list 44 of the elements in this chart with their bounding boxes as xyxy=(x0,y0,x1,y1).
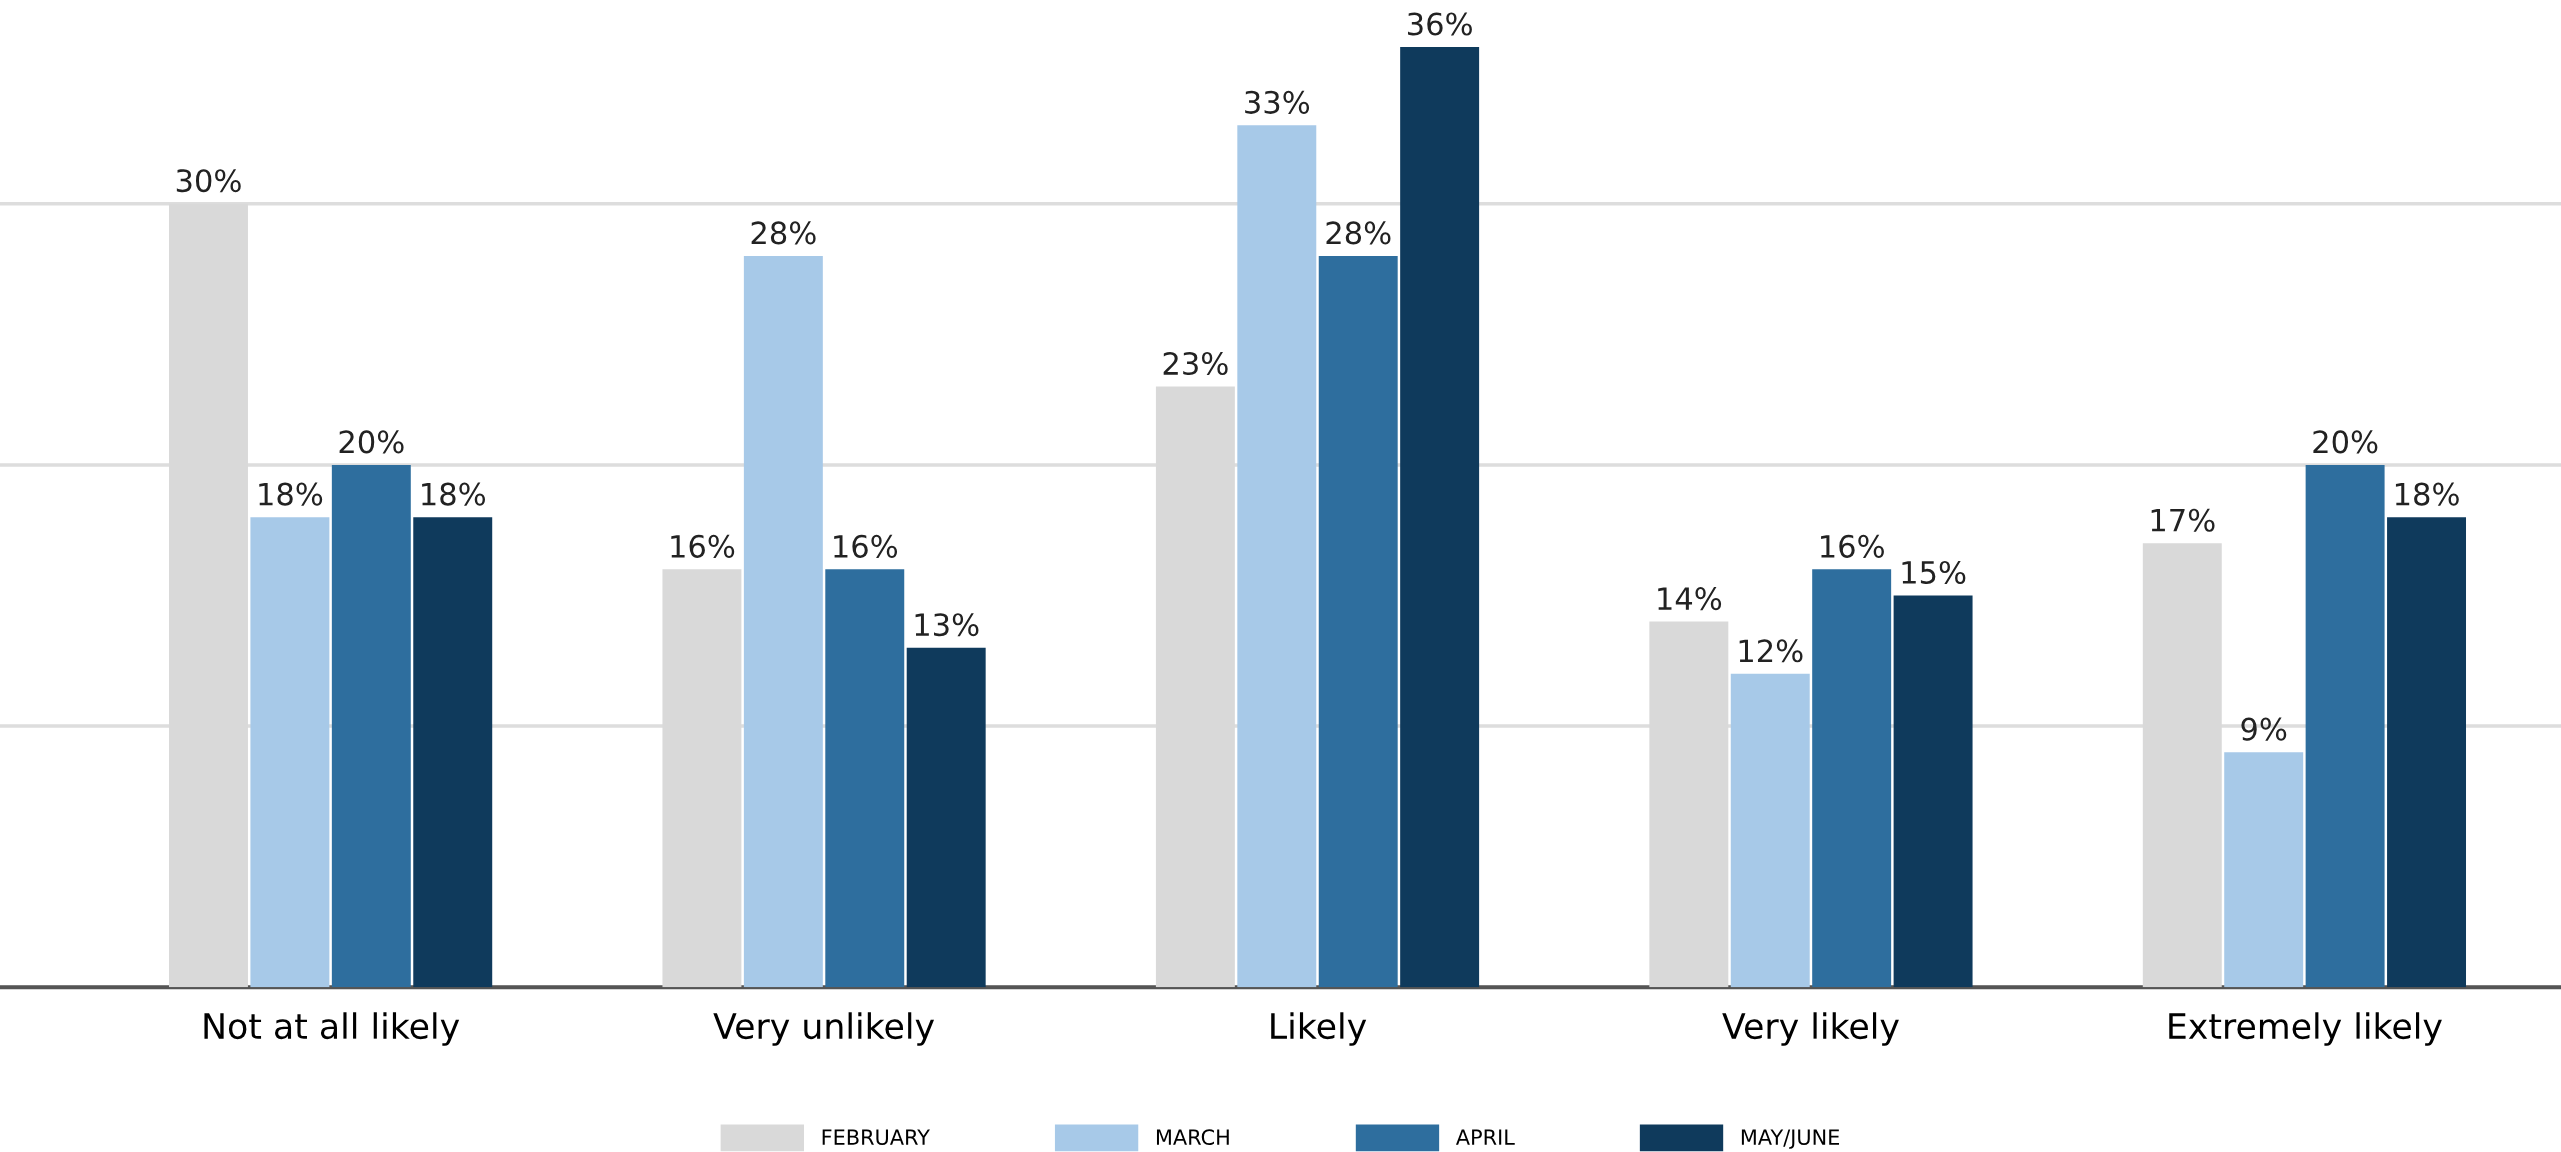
x-tick-label: Likely xyxy=(1271,1012,1367,1046)
data-label: 18% xyxy=(259,482,323,506)
bar xyxy=(1730,673,1810,988)
data-label: 16% xyxy=(834,534,898,558)
data-label: 17% xyxy=(2151,508,2215,532)
data-label: 14% xyxy=(1658,587,1722,611)
bar xyxy=(250,517,330,988)
data-label: 18% xyxy=(422,482,486,506)
bar xyxy=(2305,464,2385,988)
x-tick-label: Very likely xyxy=(1722,1012,1899,1046)
bar xyxy=(1318,255,1398,988)
x-tick-label: Very unlikely xyxy=(713,1012,935,1046)
legend-label: APRIL xyxy=(1455,1129,1515,1145)
bar xyxy=(1237,125,1317,988)
data-label: 18% xyxy=(2395,482,2459,506)
bar xyxy=(743,255,823,988)
bar xyxy=(825,569,905,988)
data-label: 12% xyxy=(1739,639,1803,663)
x-tick-label: Not at all likely xyxy=(204,1012,460,1046)
bar xyxy=(331,464,411,988)
data-label: 15% xyxy=(1902,560,1966,585)
bar xyxy=(1812,569,1892,988)
data-label: 33% xyxy=(1245,90,1310,114)
data-label: 23% xyxy=(1163,351,1228,376)
bar xyxy=(906,647,986,988)
bar xyxy=(1893,595,1973,988)
bar xyxy=(413,517,493,988)
bar xyxy=(2224,752,2304,988)
data-label: 16% xyxy=(1821,534,1884,558)
data-label: 20% xyxy=(2313,430,2378,454)
data-label: 28% xyxy=(1326,221,1391,245)
bar xyxy=(2387,517,2467,988)
legend-label: MARCH xyxy=(1156,1129,1229,1145)
data-label: 30% xyxy=(176,169,241,193)
legend-label: FEBRUARY xyxy=(822,1129,930,1145)
data-label: 28% xyxy=(751,221,816,245)
data-label: 13% xyxy=(915,613,979,637)
bar xyxy=(1400,47,1480,988)
x-tick-label: Extremely likely xyxy=(2169,1012,2442,1046)
data-label: 9% xyxy=(2241,717,2287,741)
data-label: 20% xyxy=(339,430,404,454)
legend-label: MAY/JUNE xyxy=(1741,1129,1840,1149)
data-label: 36% xyxy=(1408,12,1472,36)
data-label: 16% xyxy=(671,534,735,558)
